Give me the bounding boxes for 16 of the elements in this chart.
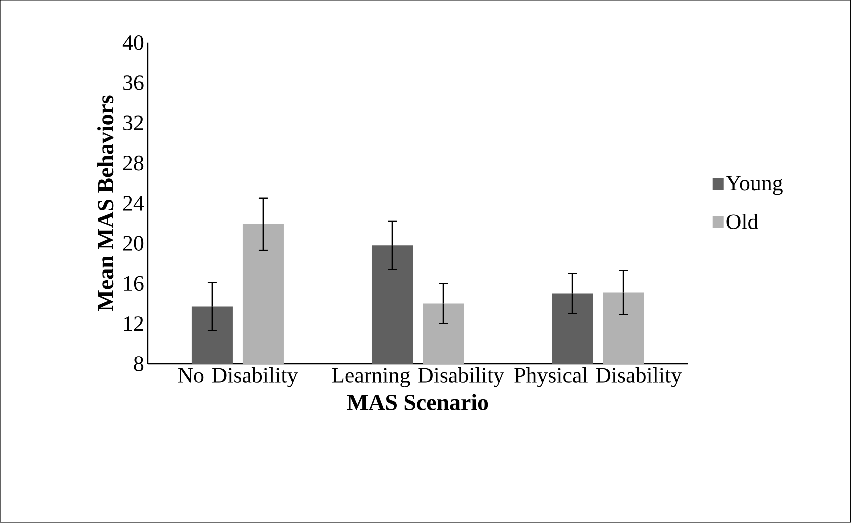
y-tick-label: 12 bbox=[124, 316, 144, 332]
x-tick-label: Physical Disability bbox=[514, 368, 682, 388]
y-tick-label: 28 bbox=[123, 156, 144, 171]
legend-label: Old bbox=[726, 214, 758, 230]
y-tick-label: 16 bbox=[124, 276, 144, 292]
x-axis-title: MAS Scenario bbox=[347, 394, 488, 410]
y-tick-label: 32 bbox=[124, 116, 144, 131]
x-tick-label: No Disability bbox=[178, 368, 298, 388]
legend-label: Young bbox=[726, 176, 783, 196]
y-tick-label: 20 bbox=[123, 236, 144, 252]
y-tick-label: 36 bbox=[124, 76, 144, 90]
y-axis-title: Mean MAS Behaviors bbox=[98, 96, 114, 312]
y-tick-label: 8 bbox=[134, 356, 144, 372]
y-tick-label: 24 bbox=[123, 196, 144, 211]
y-tick-label: 40 bbox=[122, 36, 144, 50]
x-tick-label: Learning Disability bbox=[332, 368, 504, 388]
